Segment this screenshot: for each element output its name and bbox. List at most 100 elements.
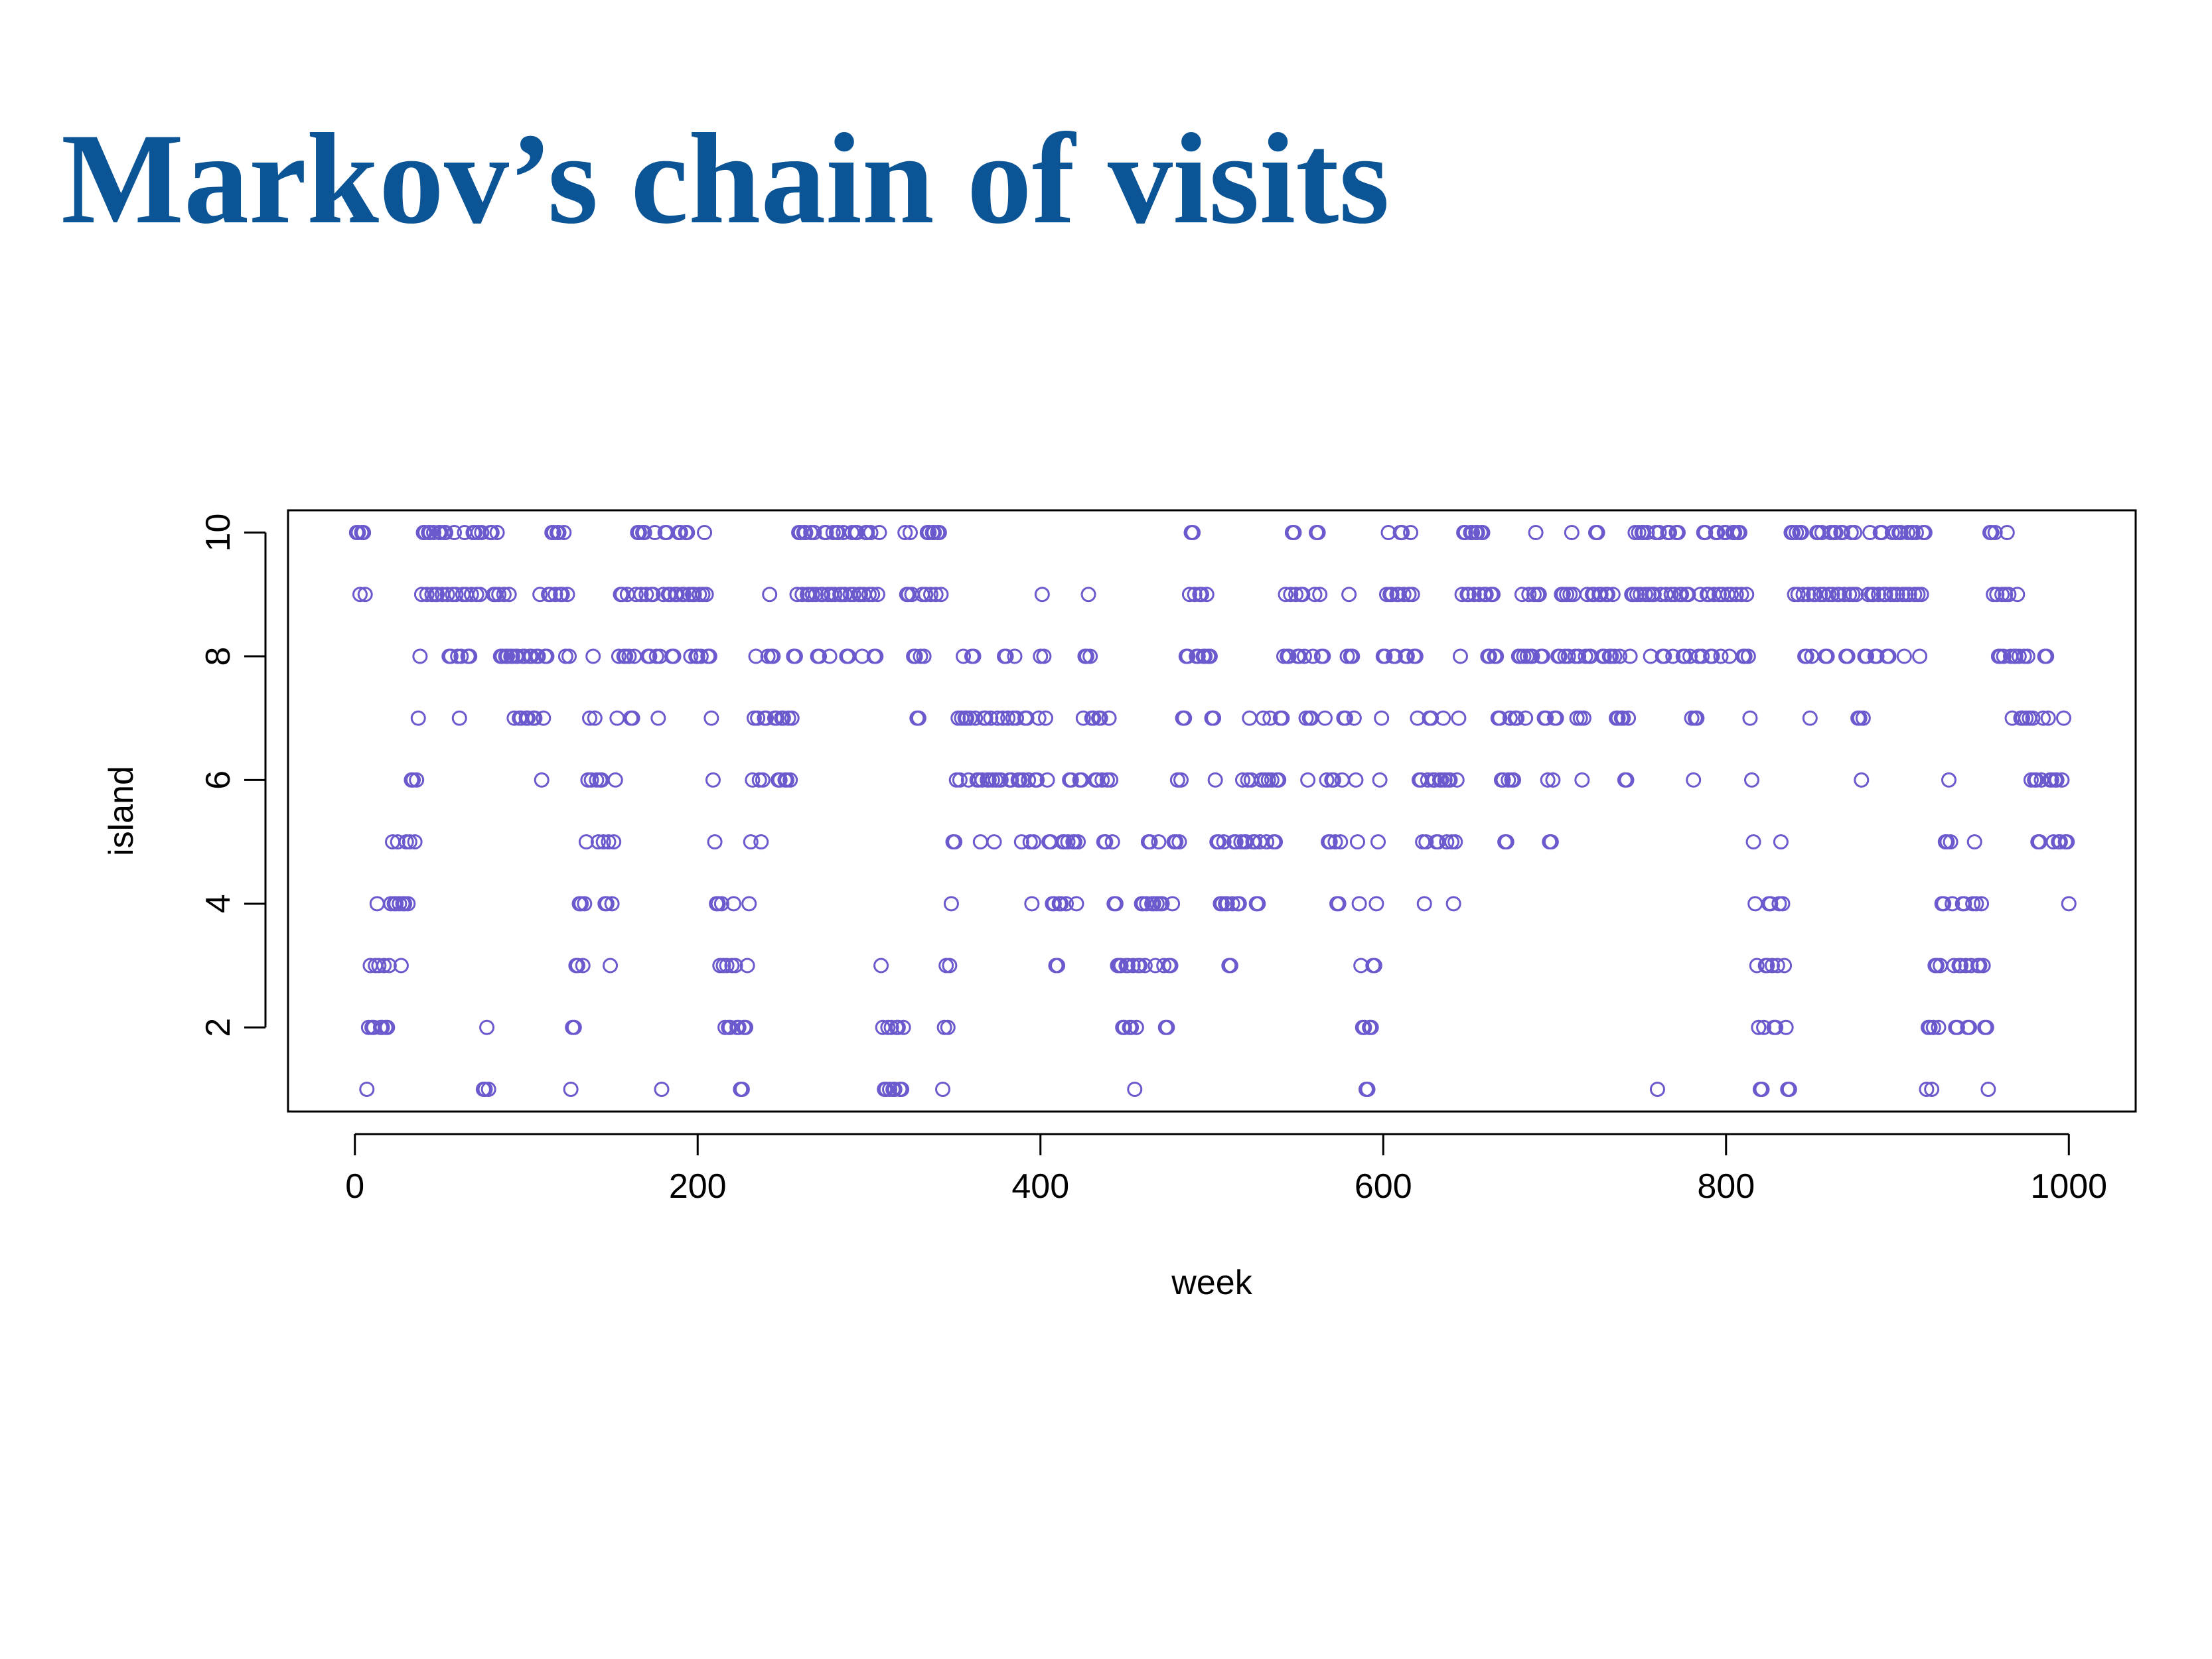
point [798,525,814,541]
point [993,772,1009,788]
point [1854,772,1870,788]
point [438,525,454,541]
point [1724,587,1739,603]
point [683,648,699,664]
point [1177,710,1193,726]
point [1322,834,1338,850]
point [2040,710,2056,726]
point [1224,896,1240,912]
point [1264,772,1280,788]
point [1799,648,1814,664]
point [1828,525,1844,541]
point [1037,710,1053,726]
point [1394,525,1410,541]
point [806,525,822,541]
point [772,772,788,788]
point [750,710,766,726]
point [1449,772,1465,788]
point [1307,587,1323,603]
point [1031,710,1047,726]
x-tick-label: 0 [345,1167,364,1206]
point [412,648,428,664]
point [743,834,759,850]
point [1871,587,1887,603]
point [357,587,373,603]
point [1481,648,1497,664]
point [1374,710,1390,726]
point [532,587,548,603]
point [1475,525,1491,541]
point [1457,525,1473,541]
point [474,525,490,541]
point [1713,648,1729,664]
point [563,1081,579,1097]
point [491,587,507,603]
point [1310,525,1326,541]
point [966,648,982,664]
point [1231,896,1247,912]
point [1593,587,1609,603]
point [1989,587,2005,603]
point [1745,834,1761,850]
point [1499,834,1514,850]
point [1869,648,1885,664]
point [1665,648,1681,664]
point [527,710,543,726]
point [380,1019,396,1035]
point [1317,710,1333,726]
point [928,587,944,603]
point [1387,648,1403,664]
point [628,587,644,603]
point [484,525,500,541]
point [911,710,926,726]
point [947,834,963,850]
point [1156,958,1172,974]
point [633,587,649,603]
point [731,1019,747,1035]
point [827,587,843,603]
point [1751,1019,1767,1035]
point [1070,834,1086,850]
point [703,710,719,726]
point [755,772,771,788]
point [784,710,800,726]
point [1151,834,1167,850]
point [1315,648,1331,664]
point [1859,648,1875,664]
point [443,648,459,664]
point [812,648,828,664]
point [1649,1081,1665,1097]
point [2049,772,2065,788]
point [972,834,988,850]
point [1710,525,1726,541]
point [1740,648,1756,664]
point [1621,710,1637,726]
point [873,958,889,974]
point [462,648,478,664]
point [650,710,666,726]
point [1571,648,1587,664]
point [575,958,591,974]
point [818,525,834,541]
point [2025,710,2041,726]
point [1286,525,1302,541]
point [933,587,949,603]
point [1908,525,1924,541]
point [1893,525,1909,541]
point [738,1019,754,1035]
point [1966,834,1982,850]
point [1728,587,1744,603]
point [672,525,688,541]
point [2059,834,2075,850]
point [1689,710,1705,726]
point [1739,587,1755,603]
point [1128,1019,1144,1035]
point [479,1019,495,1035]
point [1127,1081,1143,1097]
point [534,772,550,788]
point [666,648,682,664]
point [931,525,947,541]
point [1108,896,1124,912]
